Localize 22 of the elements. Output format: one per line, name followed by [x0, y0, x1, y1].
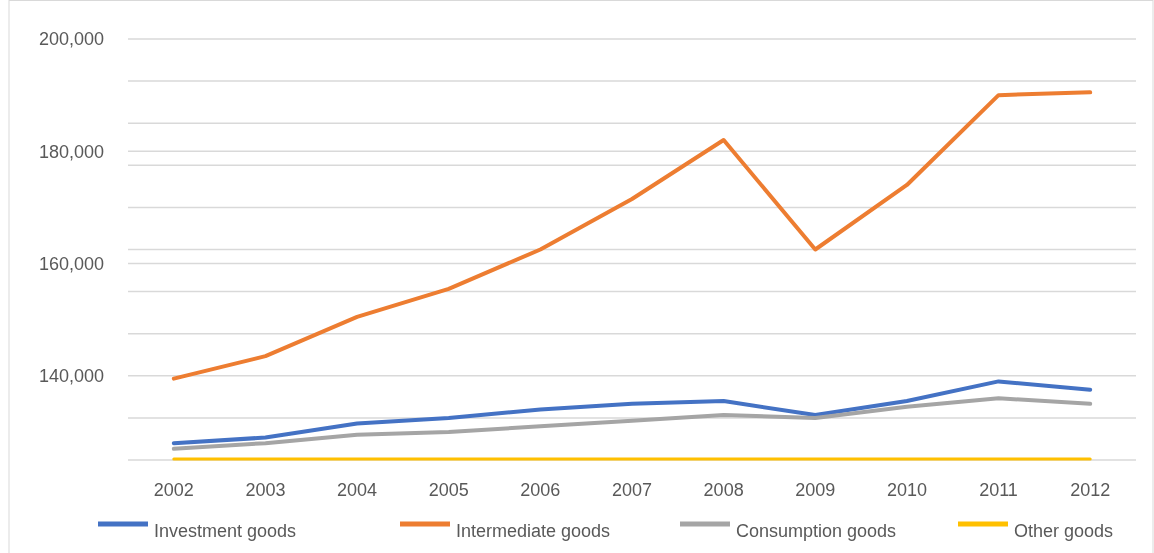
legend-label: Intermediate goods	[456, 521, 611, 541]
legend-label: Consumption goods	[736, 521, 897, 541]
x-tick-label: 2008	[703, 480, 744, 500]
y-tick-label: 140,000	[38, 366, 104, 387]
legend-label: Other goods	[1014, 521, 1114, 541]
x-tick-label: 2006	[520, 480, 561, 500]
x-tick-label: 2012	[1070, 480, 1111, 500]
line-series	[171, 90, 1093, 381]
x-tick-label: 2003	[245, 480, 286, 500]
x-tick-label: 2011	[979, 480, 1018, 500]
x-tick-label: 2002	[153, 480, 194, 500]
x-tick-label: 2004	[337, 480, 378, 500]
y-tick-label: 200,000	[38, 29, 104, 50]
line-series	[171, 396, 1093, 451]
legend-label: Investment goods	[154, 521, 297, 541]
line-series	[171, 379, 1093, 446]
x-tick-label: 2010	[886, 480, 927, 500]
y-tick-label: 180,000	[38, 141, 104, 162]
x-tick-label: 2009	[795, 480, 836, 500]
y-tick-label: 160,000	[38, 253, 104, 274]
x-tick-label: 2007	[611, 480, 653, 500]
x-tick-label: 2005	[428, 480, 469, 500]
